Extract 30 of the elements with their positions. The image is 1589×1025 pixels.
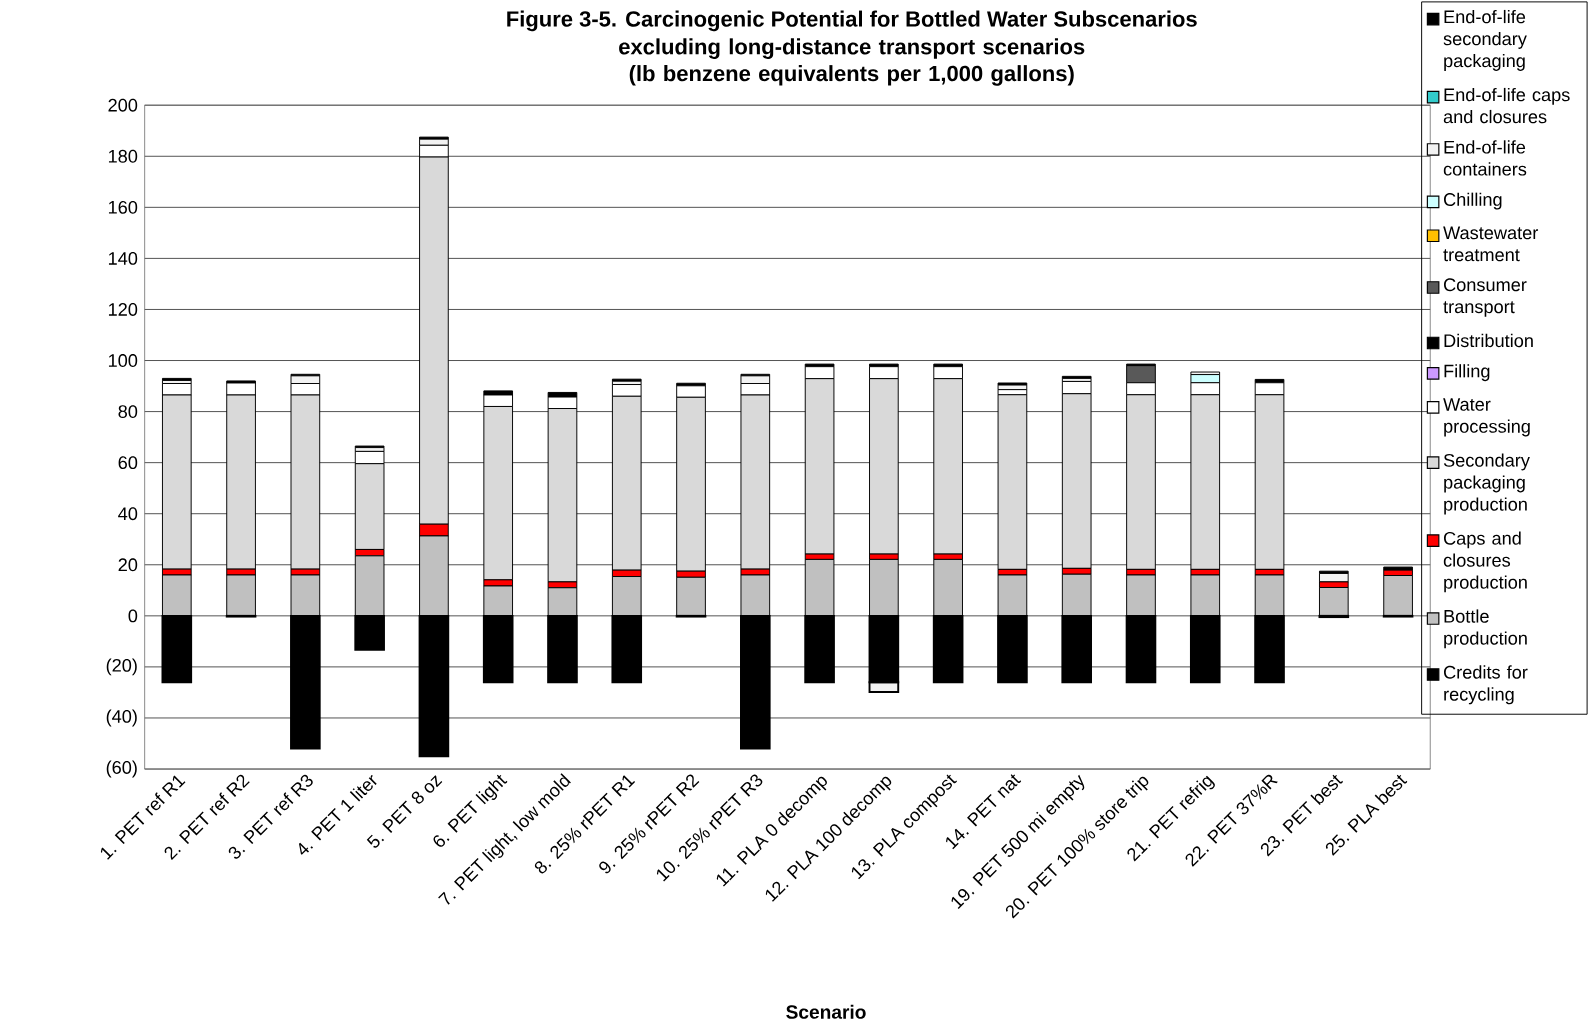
y-tick-label: (40) xyxy=(106,709,137,727)
y-tick-label: (20) xyxy=(106,658,137,676)
y-tick-label: 20 xyxy=(118,558,138,572)
legend-label: Consumer transport xyxy=(1443,278,1527,317)
y-tick-label: 140 xyxy=(108,251,138,265)
y-tick-label: 80 xyxy=(118,405,138,418)
legend-label: Bottle production xyxy=(1444,609,1527,649)
y-tick-label: 160 xyxy=(108,200,138,214)
legend-label: Wastewater treatment xyxy=(1443,226,1539,262)
chart-title: Figure 3-5. Carcinogenic Potential for Bottled Water Subscenarios xyxy=(507,10,1197,32)
y-tick-label: 120 xyxy=(108,302,138,316)
y-tick-label: 0 xyxy=(128,609,138,623)
y-tick-label: 40 xyxy=(118,507,138,521)
y-tick-label: 180 xyxy=(108,149,138,163)
legend-label: End-of-life containers xyxy=(1443,140,1527,176)
legend-label: Filling xyxy=(1444,364,1490,382)
chart-subtitle: excluding long-distance transport scenarios (lb benzene equivalents per 1,000 gallons) xyxy=(619,38,1085,86)
x-axis-title: Scenario xyxy=(786,1004,866,1019)
legend-label: Secondary packaging production xyxy=(1443,453,1530,515)
y-tick-label: 200 xyxy=(108,98,138,112)
legend-label: End-of-life secondary packaging xyxy=(1443,9,1527,71)
legend-label: Caps and closures production xyxy=(1443,531,1527,593)
legend-label: Credits for recycling xyxy=(1443,665,1528,705)
legend-label: Water processing xyxy=(1443,398,1530,437)
y-tick-label: 100 xyxy=(108,353,138,367)
y-tick-label: 60 xyxy=(118,456,138,469)
legend-label: Chilling xyxy=(1443,192,1502,210)
y-tick-label: (60) xyxy=(106,760,137,778)
legend-label: End-of-life caps and closures xyxy=(1443,87,1570,124)
legend-label: Distribution xyxy=(1444,333,1533,348)
